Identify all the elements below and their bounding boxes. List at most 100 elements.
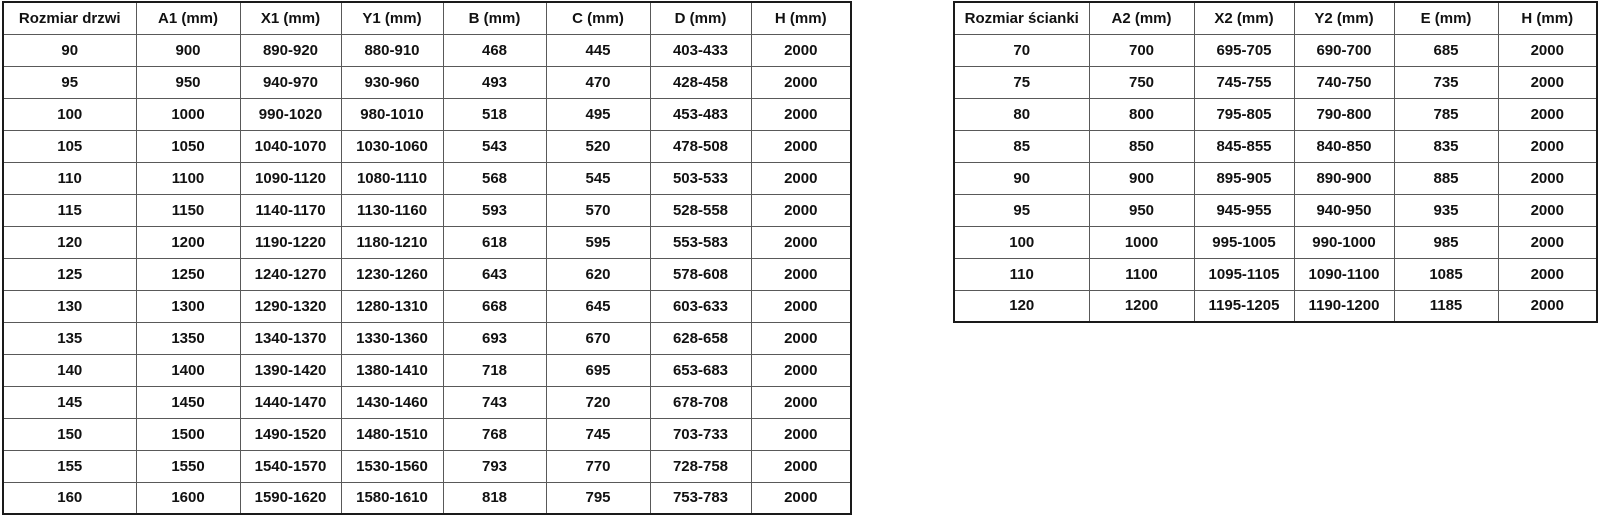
table-cell: 745-755	[1193, 65, 1295, 99]
table-cell: 120	[2, 225, 137, 259]
door-size-table: Rozmiar drzwi A1 (mm) X1 (mm) Y1 (mm) B (mm)…	[2, 1, 852, 515]
table-cell: 1450	[135, 385, 241, 419]
table-cell: 160	[2, 481, 137, 515]
table-cell: 818	[442, 481, 547, 515]
table-row: 85 850 845-855 840-850 835 2000	[953, 129, 1598, 163]
table-cell: 718	[442, 353, 547, 387]
table-cell: 940-950	[1293, 193, 1395, 227]
table-cell: 120	[953, 289, 1090, 323]
column-header: A1 (mm)	[135, 1, 241, 35]
table-cell: 2000	[750, 97, 852, 131]
table-cell: 2000	[750, 65, 852, 99]
table-cell: 1095-1105	[1193, 257, 1295, 291]
table-cell: 990-1000	[1293, 225, 1395, 259]
table-cell: 685	[1393, 33, 1499, 67]
table-cell: 2000	[750, 481, 852, 515]
table-cell: 1085	[1393, 257, 1499, 291]
table-cell: 2000	[1497, 225, 1598, 259]
table-row: 110 1100 1095-1105 1090-1100 1085 2000	[953, 257, 1598, 291]
table-cell: 553-583	[649, 225, 752, 259]
table-cell: 1050	[135, 129, 241, 163]
table-cell: 900	[135, 33, 241, 67]
table-row: 105 1050 1040-1070 1030-1060 543 520 478-508 20…	[2, 129, 852, 163]
table-cell: 95	[953, 193, 1090, 227]
table-cell: 753-783	[649, 481, 752, 515]
table-cell: 678-708	[649, 385, 752, 419]
table-cell: 800	[1088, 97, 1195, 131]
table-cell: 150	[2, 417, 137, 451]
table-cell: 468	[442, 33, 547, 67]
table-cell: 1590-1620	[239, 481, 342, 515]
table-cell: 130	[2, 289, 137, 323]
table-cell: 85	[953, 129, 1090, 163]
column-header: X2 (mm)	[1193, 1, 1295, 35]
table-cell: 745	[545, 417, 651, 451]
table-row: 70 700 695-705 690-700 685 2000	[953, 33, 1598, 67]
table-cell: 695	[545, 353, 651, 387]
table-row: 160 1600 1590-1620 1580-1610 818 795 753-783 20…	[2, 481, 852, 515]
table-cell: 1130-1160	[340, 193, 444, 227]
table-cell: 478-508	[649, 129, 752, 163]
table-cell: 493	[442, 65, 547, 99]
table-cell: 990-1020	[239, 97, 342, 131]
table-cell: 793	[442, 449, 547, 483]
table-row: 100 1000 990-1020 980-1010 518 495 453-483 2000	[2, 97, 852, 131]
table-cell: 1080-1110	[340, 161, 444, 195]
table-cell: 1090-1100	[1293, 257, 1395, 291]
table-row: 130 1300 1290-1320 1280-1310 668 645 603-633 20…	[2, 289, 852, 323]
table-cell: 670	[545, 321, 651, 355]
table-cell: 1280-1310	[340, 289, 444, 323]
table-cell: 503-533	[649, 161, 752, 195]
table-cell: 695-705	[1193, 33, 1295, 67]
table-cell: 2000	[1497, 257, 1598, 291]
table-cell: 840-850	[1293, 129, 1395, 163]
table-cell: 850	[1088, 129, 1195, 163]
table-cell: 145	[2, 385, 137, 419]
column-header: H (mm)	[750, 1, 852, 35]
table-cell: 1290-1320	[239, 289, 342, 323]
column-header: Rozmiar ścianki	[953, 1, 1090, 35]
table-cell: 1100	[1088, 257, 1195, 291]
table-cell: 890-920	[239, 33, 342, 67]
table-cell: 693	[442, 321, 547, 355]
table-cell: 1150	[135, 193, 241, 227]
table-cell: 2000	[1497, 161, 1598, 195]
table-cell: 885	[1393, 161, 1499, 195]
table-cell: 890-900	[1293, 161, 1395, 195]
column-header: X1 (mm)	[239, 1, 342, 35]
table-cell: 1040-1070	[239, 129, 342, 163]
table-cell: 785	[1393, 97, 1499, 131]
table-cell: 1350	[135, 321, 241, 355]
table-row: 100 1000 995-1005 990-1000 985 2000	[953, 225, 1598, 259]
table-cell: 110	[2, 161, 137, 195]
table-cell: 618	[442, 225, 547, 259]
table-cell: 1550	[135, 449, 241, 483]
wall-size-table: Rozmiar ścianki A2 (mm) X2 (mm) Y2 (mm) E (m…	[953, 1, 1598, 323]
table-cell: 528-558	[649, 193, 752, 227]
column-header: B (mm)	[442, 1, 547, 35]
table-cell: 1480-1510	[340, 417, 444, 451]
table-row: 150 1500 1490-1520 1480-1510 768 745 703-733 20…	[2, 417, 852, 451]
table-cell: 1580-1610	[340, 481, 444, 515]
table-cell: 700	[1088, 33, 1195, 67]
header-row: Rozmiar ścianki A2 (mm) X2 (mm) Y2 (mm) E (m…	[953, 1, 1598, 35]
table-cell: 100	[2, 97, 137, 131]
table-cell: 453-483	[649, 97, 752, 131]
table-cell: 1200	[135, 225, 241, 259]
table-cell: 2000	[750, 385, 852, 419]
wall-table-body: 70 700 695-705 690-700 685 2000 75 750 745-755 74…	[953, 33, 1598, 323]
column-header: Y1 (mm)	[340, 1, 444, 35]
table-row: 95 950 945-955 940-950 935 2000	[953, 193, 1598, 227]
table-cell: 1190-1200	[1293, 289, 1395, 323]
table-cell: 568	[442, 161, 547, 195]
column-header: H (mm)	[1497, 1, 1598, 35]
header-row: Rozmiar drzwi A1 (mm) X1 (mm) Y1 (mm) B (mm)…	[2, 1, 852, 35]
table-cell: 845-855	[1193, 129, 1295, 163]
table-cell: 110	[953, 257, 1090, 291]
table-cell: 2000	[1497, 33, 1598, 67]
table-cell: 1390-1420	[239, 353, 342, 387]
table-cell: 518	[442, 97, 547, 131]
table-cell: 1540-1570	[239, 449, 342, 483]
table-row: 95 950 940-970 930-960 493 470 428-458 2000	[2, 65, 852, 99]
table-cell: 125	[2, 257, 137, 291]
